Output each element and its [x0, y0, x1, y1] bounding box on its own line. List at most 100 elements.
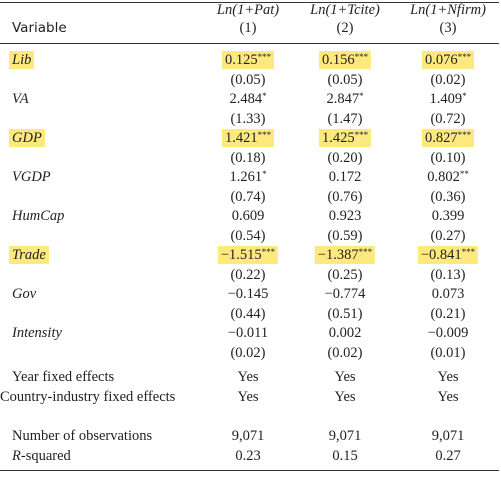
column-title: Ln(1+Nfirm) [410, 2, 486, 18]
significance-stars: *** [358, 247, 373, 257]
footer-label: Number of observations [12, 427, 152, 445]
standard-error: (0.72) [430, 110, 466, 127]
coefficient-value: 1.425 [321, 130, 355, 146]
significance-stars: *** [257, 130, 272, 140]
footer-value: 0.15 [332, 448, 358, 464]
variable-label: GDP [9, 129, 45, 147]
footer-value: Yes [237, 369, 259, 385]
coefficient-value: −0.011 [227, 325, 269, 341]
coefficient: 0.002 [329, 324, 362, 342]
coefficient: −0.145 [228, 285, 269, 303]
coefficient: 0.076*** [421, 51, 475, 69]
coefficient: −1.515*** [217, 246, 279, 264]
variable-label: Trade [9, 246, 49, 264]
coefficient: 0.125*** [221, 51, 275, 69]
coefficient-value: 0.802 [427, 169, 460, 185]
coefficient-value: 0.827 [424, 130, 458, 146]
coefficient: 1.261* [229, 168, 266, 186]
coefficient-value: 0.156 [321, 52, 355, 68]
standard-error: (0.01) [430, 344, 466, 361]
standard-error: (0.02) [230, 344, 266, 361]
significance-stars: * [359, 91, 364, 101]
coefficient-value: 0.399 [431, 208, 465, 224]
coefficient: 0.802** [427, 168, 469, 186]
significance-stars: *** [457, 52, 472, 62]
standard-error: (0.18) [230, 149, 266, 166]
footer-label: Country-industry fixed effects [0, 389, 176, 405]
coefficient: 0.609 [232, 207, 265, 225]
coefficient-value: 1.409 [429, 91, 463, 107]
coefficient-value: 0.609 [231, 208, 265, 224]
coefficient-value: 0.073 [431, 286, 465, 302]
footer-value: Yes [334, 369, 356, 385]
standard-error: (0.02) [327, 344, 363, 361]
footer-value: 9,071 [328, 428, 362, 444]
footer-value: Yes [437, 389, 459, 405]
variable-label: Intensity [12, 325, 62, 341]
coefficient: −0.011 [228, 324, 268, 342]
standard-error: (0.76) [327, 188, 363, 205]
footer-value: Yes [437, 369, 459, 385]
variable-label: Lib [9, 51, 35, 69]
variable-label: Gov [12, 286, 37, 302]
coefficient: −1.387*** [314, 246, 376, 264]
significance-stars: *** [257, 52, 272, 62]
standard-error: (0.59) [327, 227, 363, 244]
coefficient: 0.923 [329, 207, 362, 225]
standard-error: (0.22) [230, 266, 266, 283]
coefficient: 1.421*** [221, 129, 275, 147]
standard-error: (0.05) [230, 71, 266, 88]
coefficient: 0.156*** [318, 51, 372, 69]
significance-stars: * [462, 91, 467, 101]
coefficient-value: 0.125 [224, 52, 258, 68]
significance-stars: ** [459, 169, 469, 179]
coefficient-value: −0.145 [227, 286, 269, 302]
standard-error: (1.33) [230, 110, 266, 127]
standard-error: (0.44) [230, 305, 266, 322]
footer-label-italic: R [12, 448, 21, 464]
coefficient: −0.774 [325, 285, 366, 303]
footer-value: 0.23 [235, 448, 261, 464]
significance-stars: *** [457, 130, 472, 140]
column-title: Ln(1+Tcite) [310, 2, 380, 18]
standard-error: (0.25) [327, 266, 363, 283]
column-number: (1) [239, 20, 257, 36]
footer-label: Year fixed effects [12, 368, 114, 386]
variable-label: VGDP [12, 169, 51, 185]
variable-label: VA [12, 91, 29, 107]
coefficient-value: 1.261 [229, 169, 263, 185]
coefficient: 2.484* [229, 90, 266, 108]
significance-stars: *** [461, 247, 476, 257]
significance-stars: *** [354, 130, 369, 140]
coefficient-value: −0.841 [420, 247, 462, 263]
coefficient: 0.399 [432, 207, 465, 225]
coefficient-value: 2.847 [326, 91, 360, 107]
footer-value: Yes [334, 389, 356, 405]
coefficient-value: −0.774 [324, 286, 366, 302]
standard-error: (0.74) [230, 188, 266, 205]
top-rule [0, 2, 499, 3]
footer-label-text: Number of observations [12, 428, 153, 444]
footer-value: 0.27 [435, 448, 461, 464]
coefficient: 1.425*** [318, 129, 372, 147]
significance-stars: * [262, 169, 267, 179]
coefficient-value: 0.076 [424, 52, 458, 68]
standard-error: (0.05) [327, 71, 363, 88]
footer-value: Yes [237, 389, 259, 405]
significance-stars: *** [354, 52, 369, 62]
standard-error: (0.20) [327, 149, 363, 166]
variable-label: HumCap [12, 208, 65, 224]
coefficient: 0.172 [329, 168, 362, 186]
standard-error: (0.13) [430, 266, 466, 283]
coefficient: 0.827*** [421, 129, 475, 147]
coefficient: 0.073 [432, 285, 465, 303]
standard-error: (0.36) [430, 188, 466, 205]
standard-error: (0.54) [230, 227, 266, 244]
column-number: (2) [336, 20, 354, 36]
footer-label-text: Year fixed effects [12, 369, 115, 385]
coefficient: −0.009 [428, 324, 469, 342]
significance-stars: * [262, 91, 267, 101]
coefficient-value: 0.002 [328, 325, 362, 341]
coefficient-value: −1.515 [220, 247, 262, 263]
